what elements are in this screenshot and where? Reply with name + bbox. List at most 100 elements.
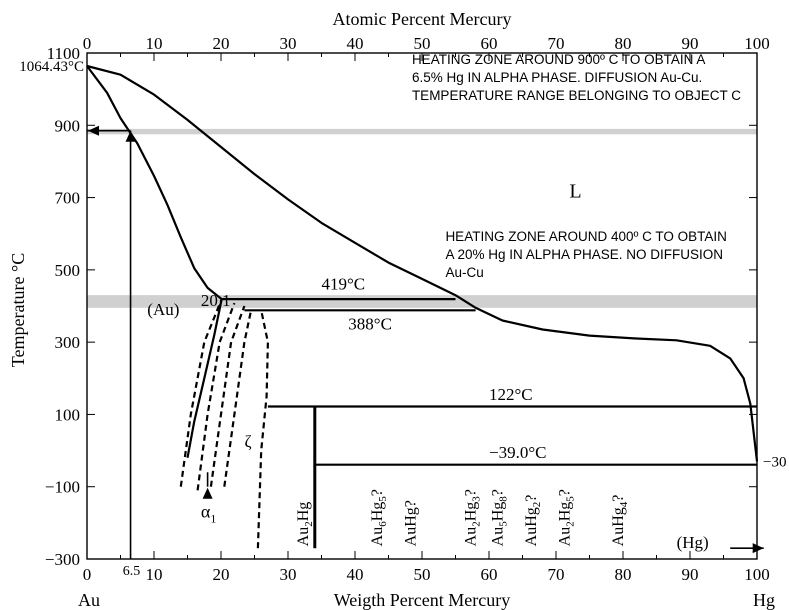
diagram-label: (Au) (147, 300, 179, 319)
compound-label: AuHg? (402, 500, 419, 546)
hg-arrow-head (752, 543, 764, 554)
alpha-subscript: 1 (210, 511, 216, 525)
x-bottom-tick-label: 90 (682, 565, 699, 584)
x-bottom-tick-label: 40 (347, 565, 364, 584)
compound-label: Au2​Hg3​? (463, 489, 483, 546)
alpha-label: α1 (201, 501, 216, 525)
x-extra-tick-label: 6.5 (123, 564, 141, 579)
alpha-symbol: α (201, 501, 211, 521)
x-top-tick-label: 100 (744, 34, 770, 53)
compound-subscript: 2 (471, 521, 483, 527)
compound-part: AuHg? (402, 500, 419, 546)
shaded-bands (87, 128, 757, 308)
x-top-tick-label: 0 (83, 34, 92, 53)
diagram-label: 419°C (322, 275, 366, 294)
compound-part: Au (369, 527, 386, 547)
diagram-label: −39.0°C (489, 443, 546, 462)
dashed-boundaries (179, 298, 270, 549)
diagram-labels: L (Au) 20.1 419°C 388°C 122°C −39.0°C ζ (Hg) α1 Au… (147, 52, 741, 552)
shaded-band (87, 128, 757, 135)
annotation-line: A 20% Hg IN ALPHA PHASE. NO DIFFUSION (445, 247, 723, 262)
y-tick-label: −100 (45, 478, 80, 497)
diagram-label: ζ (244, 432, 251, 451)
compound-part: ? (463, 489, 480, 496)
compound-subscript: 5 (564, 496, 576, 502)
dashed-curve (196, 302, 236, 491)
y-tick-label: 900 (55, 116, 81, 135)
compound-subscript: 2 (303, 521, 315, 527)
right-element-label: Hg (753, 590, 775, 610)
dashed-curve (209, 305, 246, 487)
x-bottom-tick-label: 30 (280, 565, 297, 584)
compound-label: Au6​Hg5​? (369, 489, 389, 546)
compound-subscript: 5 (497, 521, 509, 527)
annotation-line: HEATING ZONE AROUND 900º C TO OBTAIN A (412, 52, 706, 67)
curve-alpha-solvus (186, 298, 223, 459)
x-top-tick-label: 60 (481, 34, 498, 53)
x-top-axis-title: Atomic Percent Mercury (333, 9, 512, 29)
curve-liquidus (86, 64, 759, 462)
compound-part: Au (295, 527, 312, 547)
y-extra-label: −30 (763, 454, 786, 470)
compound-label: Au2​Hg5​? (556, 489, 576, 546)
compound-part: Hg (369, 502, 386, 522)
annotation-line: HEATING ZONE AROUND 400º C TO OBTAIN (445, 229, 726, 244)
x-bottom-tick-label: 10 (146, 565, 163, 584)
axis-ticks: 0 10 20 30 40 50 60 70 80 90 100 0 10 20 30 40 50 60 70 80 9… (19, 34, 786, 584)
guide-lines (87, 125, 764, 559)
annotation-line: 6.5% Hg IN ALPHA PHASE. DIFFUSION Au-Cu. (412, 70, 702, 85)
compound-part: ? (523, 495, 540, 502)
compound-part: AuHg (610, 507, 627, 546)
compound-part: Au (489, 527, 506, 547)
compound-part: Hg (295, 502, 312, 522)
diagram-label: (Hg) (677, 533, 709, 552)
compound-label: AuHg4​? (610, 495, 630, 547)
x-bottom-tick-label: 50 (414, 565, 431, 584)
compound-subscript: 8 (497, 496, 509, 502)
compound-part: Au (556, 527, 573, 547)
phase-boundaries (86, 64, 759, 549)
x-top-tick-label: 10 (146, 34, 163, 53)
compound-part: Hg (556, 502, 573, 522)
x-top-tick-label: 90 (682, 34, 699, 53)
diagram-label: 20.1 (201, 291, 231, 310)
arrow-left-head (88, 125, 99, 136)
dashed-curve (223, 309, 253, 487)
compound-label: Au5​Hg8​? (489, 489, 509, 546)
compound-part: Hg (463, 502, 480, 522)
y-tick-label: 100 (55, 405, 81, 424)
compound-subscript: 2 (564, 521, 576, 527)
compound-subscript: 4 (618, 501, 630, 507)
compound-part: Hg (489, 502, 506, 522)
x-bottom-axis-title: Weigth Percent Mercury (334, 590, 510, 610)
x-bottom-tick-label: 0 (83, 565, 92, 584)
x-bottom-tick-label: 100 (744, 565, 770, 584)
compound-part: ? (556, 489, 573, 496)
y-tick-label: −300 (45, 550, 80, 569)
left-element-label: Au (78, 590, 100, 610)
x-top-tick-label: 70 (548, 34, 565, 53)
diagram-label: 122°C (489, 385, 533, 404)
y-tick-label: 700 (55, 189, 81, 208)
y-tick-label: 300 (55, 333, 81, 352)
y-axis-title: Temperature °C (8, 253, 28, 367)
x-bottom-tick-label: 20 (213, 565, 230, 584)
compound-part: ? (489, 489, 506, 496)
y-tick-label: 500 (55, 261, 81, 280)
shaded-band (87, 295, 757, 308)
compound-label: Au2​Hg (295, 502, 315, 547)
curve-solidus (86, 65, 223, 300)
compound-subscript: 6 (377, 521, 389, 527)
x-bottom-tick-label: 60 (481, 565, 498, 584)
x-bottom-tick-label: 70 (548, 565, 565, 584)
x-top-tick-label: 40 (347, 34, 364, 53)
diagram-label: L (569, 181, 581, 203)
x-bottom-tick-label: 80 (615, 565, 632, 584)
x-top-tick-label: 30 (280, 34, 297, 53)
compound-part: AuHg (523, 507, 540, 546)
annotation-line: TEMPERATURE RANGE BELONGING TO OBJECT C (412, 88, 741, 103)
x-top-tick-label: 80 (615, 34, 632, 53)
annotation-line: Au-Cu (445, 265, 483, 280)
alpha-arrow-head (202, 487, 213, 499)
